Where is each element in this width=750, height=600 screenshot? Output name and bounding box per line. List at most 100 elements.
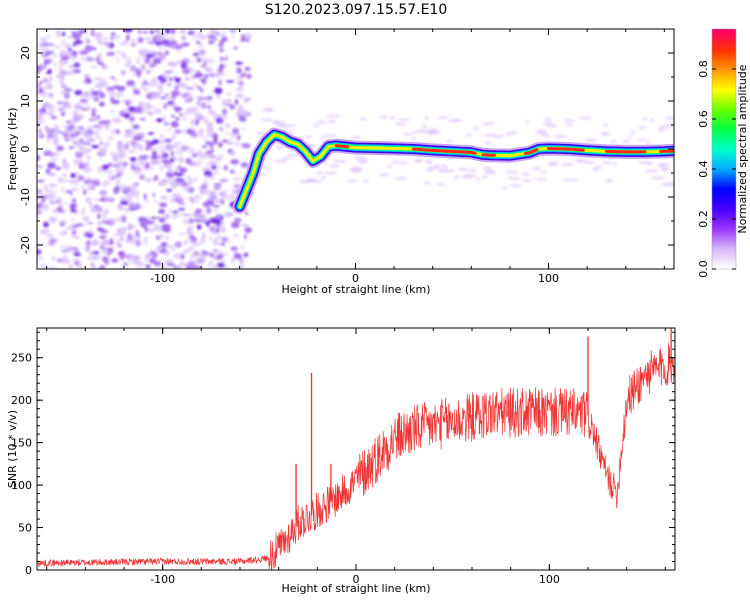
noise-blob [149,63,157,68]
sideband-blob [457,167,470,171]
noise-blob [101,256,108,263]
noise-blob [209,217,217,224]
noise-blob [226,92,232,96]
sideband-blob [447,139,452,143]
sideband-blob [594,165,604,169]
sideband-blob [564,178,569,182]
colorbar-segment [712,36,736,40]
noise-blob [77,126,85,130]
y-tick-label: 20 [19,46,32,60]
noise-blob [82,168,90,173]
noise-blob [172,210,179,214]
ridge-peak [411,147,435,152]
noise-blob [128,112,135,116]
noise-blob [51,255,56,261]
noise-blob [123,112,130,119]
noise-blob [99,235,107,239]
noise-blob [141,64,145,68]
noise-blob [45,128,54,134]
noise-blob [176,106,182,112]
snr-ticks: -100 0 100 0 50 100 150 200 250 [11,328,675,586]
colorbar-segment [712,236,736,240]
noise-blob [243,97,249,104]
noise-blob [207,96,213,100]
noise-blob [133,169,142,176]
colorbar-segment [712,186,736,190]
noise-blob [162,213,172,219]
noise-blob [87,104,92,109]
noise-blob [37,188,43,195]
noise-blob [144,162,151,169]
noise-blob [47,239,56,246]
noise-blob [139,117,147,121]
noise-blob [97,213,101,220]
noise-blob [111,163,116,167]
noise-blob [81,133,89,137]
noise-blob [80,93,90,99]
noise-blob [240,245,244,251]
noise-blob [207,34,216,40]
colorbar-segment [712,179,736,183]
sideband-blob [600,132,607,136]
noise-blob [199,127,204,135]
noise-blob [75,223,84,227]
noise-blob [80,129,88,133]
noise-blob [215,114,220,117]
sideband-blob [323,171,338,175]
noise-blob [137,107,143,114]
noise-blob [154,109,162,114]
noise-blob [59,85,69,89]
colorbar-tick-label: 0.6 [697,110,710,128]
noise-blob [153,159,162,165]
noise-blob [75,171,79,178]
noise-blob [39,110,45,117]
sideband-blob [638,160,652,165]
noise-blob [187,260,196,266]
noise-blob [116,56,120,63]
colorbar-segment [712,56,736,60]
noise-blob [106,51,115,57]
sideband-blob [287,130,294,134]
sideband-blob [469,168,478,172]
noise-blob [200,64,205,68]
noise-blob [103,37,108,41]
noise-blob [204,120,208,125]
noise-blob [195,49,199,52]
noise-blob [128,203,136,207]
noise-blob [178,156,185,164]
noise-blob [195,119,200,126]
noise-blob [129,207,136,211]
noise-blob [206,73,216,76]
sideband-blob [273,159,287,163]
sideband-blob [642,117,648,121]
noise-blob [117,250,125,257]
noise-blob [216,95,221,99]
noise-blob [74,151,84,159]
sideband-blob [661,168,668,172]
colorbar-frame [711,28,737,270]
noise-blob [146,111,153,115]
noise-blob [201,233,207,239]
noise-blob [224,56,229,61]
noise-blob [243,252,249,258]
colorbar-segment [712,194,736,198]
sideband-blob [395,176,408,180]
noise-blob [62,133,69,138]
snr-xlabel: Height of straight line (km) [281,582,430,595]
noise-blob [221,192,227,199]
noise-blob [207,145,212,152]
sideband-blob [657,126,669,130]
colorbar-segment [712,264,736,268]
noise-blob [164,138,173,143]
x-tick-label: -100 [150,573,175,586]
noise-blob [81,210,85,215]
noise-blob [93,250,100,255]
noise-blob [152,200,159,204]
noise-blob [63,131,71,134]
noise-blob [128,116,136,122]
noise-blob [208,194,216,198]
noise-blob [224,164,228,171]
colorbar-segment [712,139,736,143]
noise-blob [168,103,178,108]
noise-blob [79,162,83,170]
